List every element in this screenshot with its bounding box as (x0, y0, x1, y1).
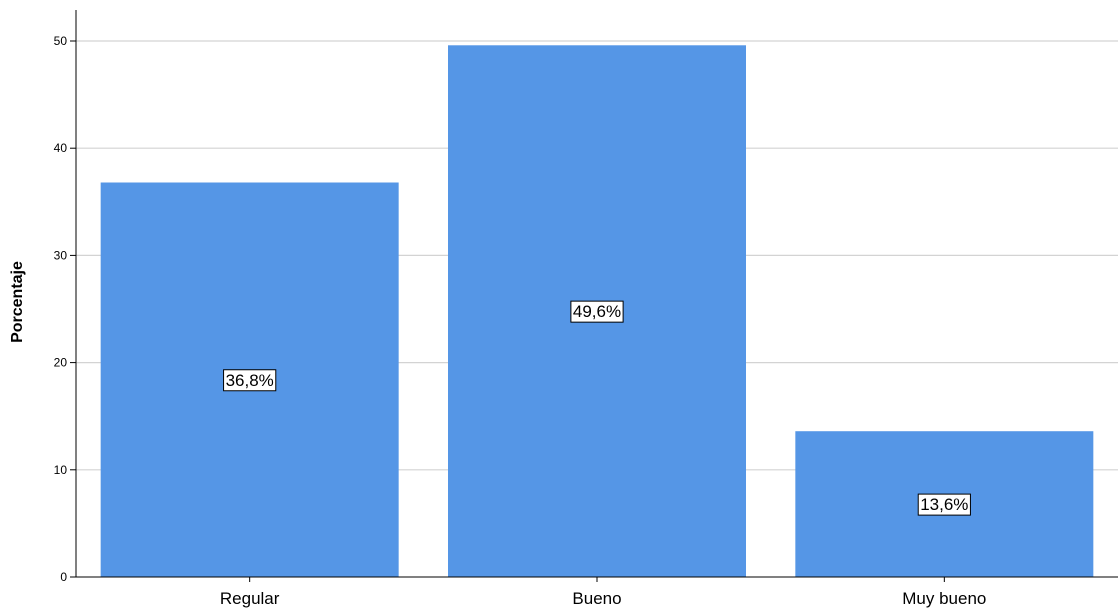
data-labels: 36,8% 49,6% 13,6% (223, 300, 971, 516)
y-tick-label: 10 (54, 463, 68, 477)
x-tick-label: Muy bueno (902, 589, 986, 608)
y-axis-title: Porcentaje (9, 261, 26, 343)
axes: 0 10 20 30 40 50 Regular Bueno Muy bueno (54, 10, 1118, 608)
data-label-box (570, 300, 624, 323)
data-label-text: 49,6% (573, 302, 621, 321)
data-label-text: 36,8% (226, 371, 274, 390)
data-label: 36,8% (223, 369, 277, 392)
data-label-box (917, 493, 971, 516)
y-tick-label: 20 (54, 356, 68, 370)
data-label: 13,6% (917, 493, 971, 516)
y-tick-label: 50 (54, 34, 68, 48)
data-label-box (223, 369, 277, 392)
y-tick-label: 30 (54, 248, 68, 262)
y-tick-label: 0 (60, 570, 67, 584)
y-tick-label: 40 (54, 141, 68, 155)
x-tick-label: Regular (220, 589, 280, 608)
data-label: 49,6% (570, 300, 624, 323)
data-label-text: 13,6% (920, 495, 968, 514)
x-tick-label: Bueno (572, 589, 621, 608)
